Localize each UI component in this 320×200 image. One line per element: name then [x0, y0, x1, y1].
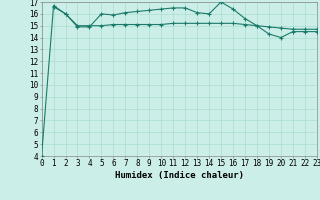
- X-axis label: Humidex (Indice chaleur): Humidex (Indice chaleur): [115, 171, 244, 180]
